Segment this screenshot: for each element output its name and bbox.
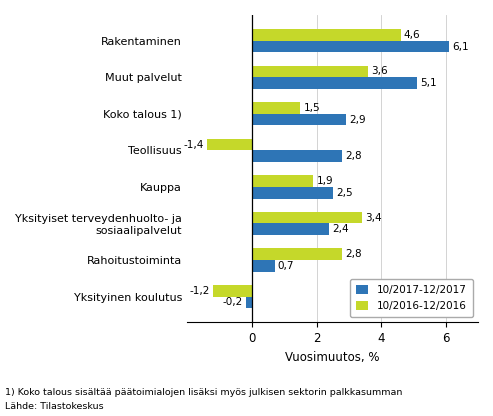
Text: 1) Koko talous sisältää päätoimialojen lisäksi myös julkisen sektorin palkkasumm: 1) Koko talous sisältää päätoimialojen l…: [5, 388, 402, 397]
Bar: [252, 150, 343, 162]
Bar: [252, 223, 329, 235]
Text: Lähde: Tilastokeskus: Lähde: Tilastokeskus: [5, 402, 104, 411]
Text: 1,9: 1,9: [317, 176, 333, 186]
Legend: 10/2017-12/2017, 10/2016-12/2016: 10/2017-12/2017, 10/2016-12/2016: [350, 279, 473, 317]
Text: 4,6: 4,6: [404, 30, 421, 40]
Bar: [252, 248, 343, 260]
Bar: [213, 285, 252, 297]
Text: 2,5: 2,5: [336, 188, 352, 198]
Text: 1,5: 1,5: [304, 103, 320, 113]
Text: 6,1: 6,1: [452, 42, 469, 52]
Text: 0,7: 0,7: [278, 261, 294, 271]
Bar: [252, 102, 300, 114]
Bar: [252, 175, 314, 187]
Bar: [252, 260, 275, 272]
Bar: [252, 114, 346, 126]
Text: 2,4: 2,4: [333, 224, 350, 234]
Bar: [252, 77, 417, 89]
Text: 3,6: 3,6: [371, 67, 388, 77]
Text: 3,4: 3,4: [365, 213, 382, 223]
Bar: [252, 66, 368, 77]
Text: 2,8: 2,8: [346, 249, 362, 259]
Text: 2,9: 2,9: [349, 115, 365, 125]
X-axis label: Vuosimuutos, %: Vuosimuutos, %: [285, 351, 380, 364]
Text: 5,1: 5,1: [420, 78, 436, 88]
Text: 2,8: 2,8: [346, 151, 362, 161]
Text: -0,2: -0,2: [222, 297, 243, 307]
Text: -1,4: -1,4: [183, 139, 204, 149]
Bar: [252, 187, 333, 198]
Bar: [252, 212, 362, 223]
Bar: [207, 139, 252, 150]
Text: -1,2: -1,2: [190, 286, 210, 296]
Bar: [252, 29, 400, 41]
Bar: [252, 41, 449, 52]
Bar: [246, 297, 252, 308]
